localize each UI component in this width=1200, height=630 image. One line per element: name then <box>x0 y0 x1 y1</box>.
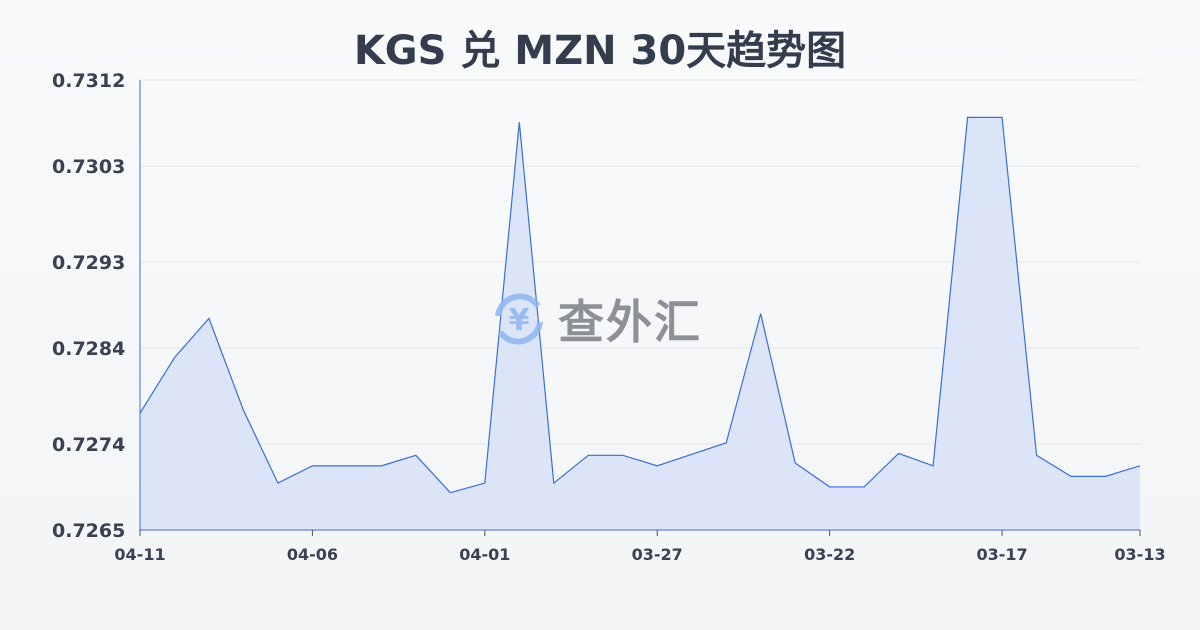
x-tick-label: 03-17 <box>976 545 1027 564</box>
x-tick-label: 04-01 <box>459 545 510 564</box>
watermark-text: 查外汇 <box>558 295 702 349</box>
y-tick-label: 0.7312 <box>52 70 125 92</box>
yen-exchange-icon: ¥ <box>495 293 543 345</box>
y-tick-label: 0.7303 <box>52 156 125 178</box>
watermark: ¥ 查外汇 <box>488 286 702 352</box>
y-tick-label: 0.7274 <box>52 434 125 456</box>
x-tick-label: 04-11 <box>114 545 165 564</box>
x-tick-label: 03-22 <box>804 545 855 564</box>
y-tick-label: 0.7265 <box>52 520 125 542</box>
series-line <box>139 116 1141 494</box>
chart-title: KGS 兑 MZN 30天趋势图 <box>353 28 847 74</box>
x-tick-label: 04-06 <box>287 545 338 564</box>
area-fill <box>140 117 1140 530</box>
svg-text:¥: ¥ <box>509 303 530 338</box>
y-tick-label: 0.7293 <box>52 252 125 274</box>
x-tick-label: 03-13 <box>1114 545 1165 564</box>
x-tick-label: 03-27 <box>632 545 683 564</box>
y-tick-label: 0.7284 <box>52 338 125 360</box>
